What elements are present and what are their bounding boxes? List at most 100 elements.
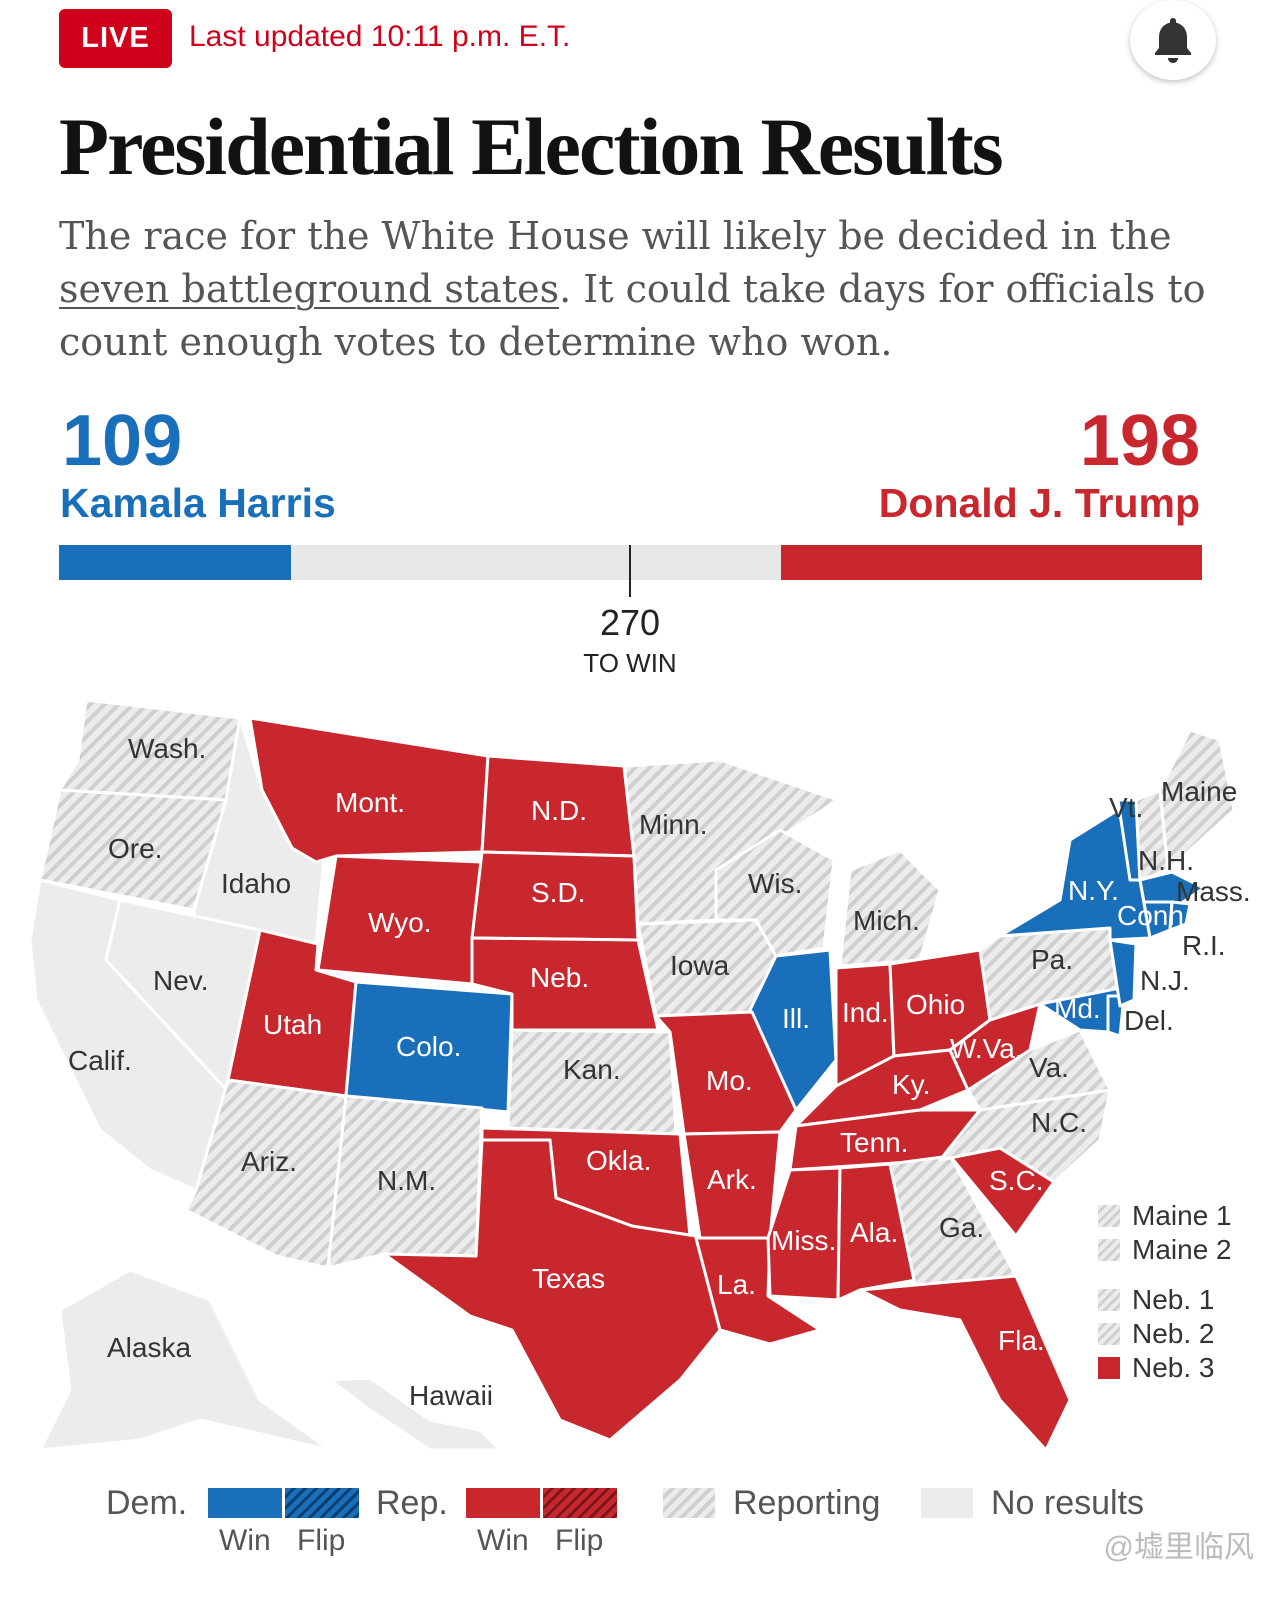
state-label: Wyo. <box>368 907 432 938</box>
district-row[interactable]: Neb. 2 <box>1098 1318 1215 1350</box>
harris-name: Kamala Harris <box>60 480 336 526</box>
state-label: Wis. <box>748 868 802 899</box>
election-map[interactable]: Wash. Ore. Calif. Idaho Nev. Mont. Wyo. … <box>0 680 1284 1480</box>
state-label: Mo. <box>706 1065 753 1096</box>
state-label: Idaho <box>221 868 291 899</box>
intro-text-before: The race for the White House will likely… <box>59 214 1172 258</box>
state-label: Ore. <box>108 833 162 864</box>
state-label: Hawaii <box>409 1380 493 1411</box>
intro-paragraph: The race for the White House will likely… <box>59 210 1219 369</box>
legend-dem-win-swatch <box>208 1488 282 1518</box>
state-label: Ariz. <box>241 1146 297 1177</box>
state-label: Ohio <box>906 989 965 1020</box>
battleground-states-link[interactable]: seven battleground states <box>59 267 560 311</box>
legend-no-results-swatch <box>921 1488 973 1518</box>
district-row[interactable]: Maine 2 <box>1098 1234 1232 1266</box>
state-label: Tenn. <box>840 1127 909 1158</box>
electoral-vote-bar <box>59 545 1202 597</box>
state-label: N.M. <box>377 1165 436 1196</box>
state-mich[interactable] <box>838 848 942 968</box>
state-label: Minn. <box>639 809 707 840</box>
state-label: Calif. <box>68 1045 132 1076</box>
state-label: Va. <box>1029 1052 1069 1083</box>
district-swatch <box>1098 1289 1120 1311</box>
state-texas[interactable] <box>382 1138 722 1442</box>
state-label: Nev. <box>153 965 209 996</box>
state-ill[interactable] <box>748 948 838 1112</box>
last-updated-text: Last updated 10:11 p.m. E.T. <box>189 20 571 53</box>
threshold-marker <box>629 545 631 597</box>
state-label: Del. <box>1124 1005 1174 1036</box>
state-label: Ky. <box>892 1069 930 1100</box>
state-label: N.D. <box>531 795 587 826</box>
legend-no-results-label: No results <box>991 1484 1145 1522</box>
state-label: Maine <box>1161 776 1237 807</box>
state-label: Fla. <box>998 1325 1045 1356</box>
legend-rep-win-swatch <box>466 1488 540 1518</box>
state-label: Ark. <box>707 1164 757 1195</box>
state-mass[interactable] <box>1138 870 1206 906</box>
state-label: Colo. <box>396 1031 461 1062</box>
state-label: Mich. <box>853 905 920 936</box>
state-label: Mont. <box>335 787 405 818</box>
state-label: Ind. <box>842 997 889 1028</box>
district-label: Neb. 3 <box>1132 1352 1215 1383</box>
district-swatch <box>1098 1205 1120 1227</box>
legend-rep-win-label: Win <box>477 1524 529 1557</box>
state-label: Utah <box>263 1009 322 1040</box>
state-label: N.H. <box>1138 845 1194 876</box>
district-row[interactable]: Neb. 3 <box>1098 1352 1215 1384</box>
state-label: Wash. <box>128 733 206 764</box>
watermark: @墟里临风 <box>1103 1531 1254 1564</box>
state-miss[interactable] <box>766 1166 842 1302</box>
state-va[interactable] <box>966 1028 1112 1112</box>
state-label: Iowa <box>670 950 730 981</box>
intro-text-after: . It could take days for officials to co… <box>59 267 1206 364</box>
legend-rep-label: Rep. <box>376 1484 448 1522</box>
state-label: Okla. <box>586 1145 651 1176</box>
district-label: Maine 1 <box>1132 1200 1232 1231</box>
district-label: Neb. 2 <box>1132 1318 1215 1349</box>
legend-rep-flip-swatch <box>543 1488 617 1518</box>
harris-electoral-votes: 109 <box>62 401 183 481</box>
state-label: Neb. <box>530 962 589 993</box>
rep-vote-bar <box>781 545 1202 580</box>
notification-bell-button[interactable] <box>1130 0 1216 80</box>
state-label: S.C. <box>989 1165 1043 1196</box>
state-label: Alaska <box>107 1332 191 1363</box>
legend-dem-flip-swatch <box>285 1488 359 1518</box>
state-label: Kan. <box>563 1054 621 1085</box>
state-label: S.D. <box>531 877 585 908</box>
state-alaska[interactable] <box>38 1268 332 1452</box>
legend-reporting-swatch <box>663 1488 715 1518</box>
district-row[interactable]: Maine 1 <box>1098 1200 1232 1232</box>
state-label: Md. <box>1054 993 1101 1024</box>
legend-dem-flip-label: Flip <box>297 1524 346 1557</box>
state-label: Miss. <box>771 1225 836 1256</box>
state-label: R.I. <box>1182 930 1226 961</box>
state-fla[interactable] <box>858 1274 1072 1452</box>
bell-icon <box>1155 18 1191 63</box>
state-maine[interactable] <box>1158 728 1236 872</box>
state-label: Texas <box>532 1263 605 1294</box>
district-row[interactable]: Neb. 1 <box>1098 1284 1215 1316</box>
legend-dem-win-label: Win <box>219 1524 271 1557</box>
trump-name: Donald J. Trump <box>878 480 1200 526</box>
district-swatch <box>1098 1357 1120 1379</box>
state-label: Conn. <box>1117 900 1192 931</box>
state-hawaii[interactable] <box>328 1376 502 1452</box>
state-nj[interactable] <box>1108 938 1138 1008</box>
state-label: N.C. <box>1031 1107 1087 1138</box>
district-label: Neb. 1 <box>1132 1284 1215 1315</box>
state-label: Mass. <box>1176 876 1251 907</box>
district-swatch <box>1098 1323 1120 1345</box>
threshold-number: 270 <box>599 602 661 643</box>
state-label: N.Y. <box>1068 875 1119 906</box>
state-label: Pa. <box>1031 944 1073 975</box>
page-title: Presidential Election Results <box>59 101 1004 192</box>
state-label: La. <box>717 1269 756 1300</box>
state-label: Ill. <box>782 1003 810 1034</box>
state-ri[interactable] <box>1168 900 1192 932</box>
threshold-label: TO WIN <box>583 648 677 678</box>
district-swatch <box>1098 1239 1120 1261</box>
